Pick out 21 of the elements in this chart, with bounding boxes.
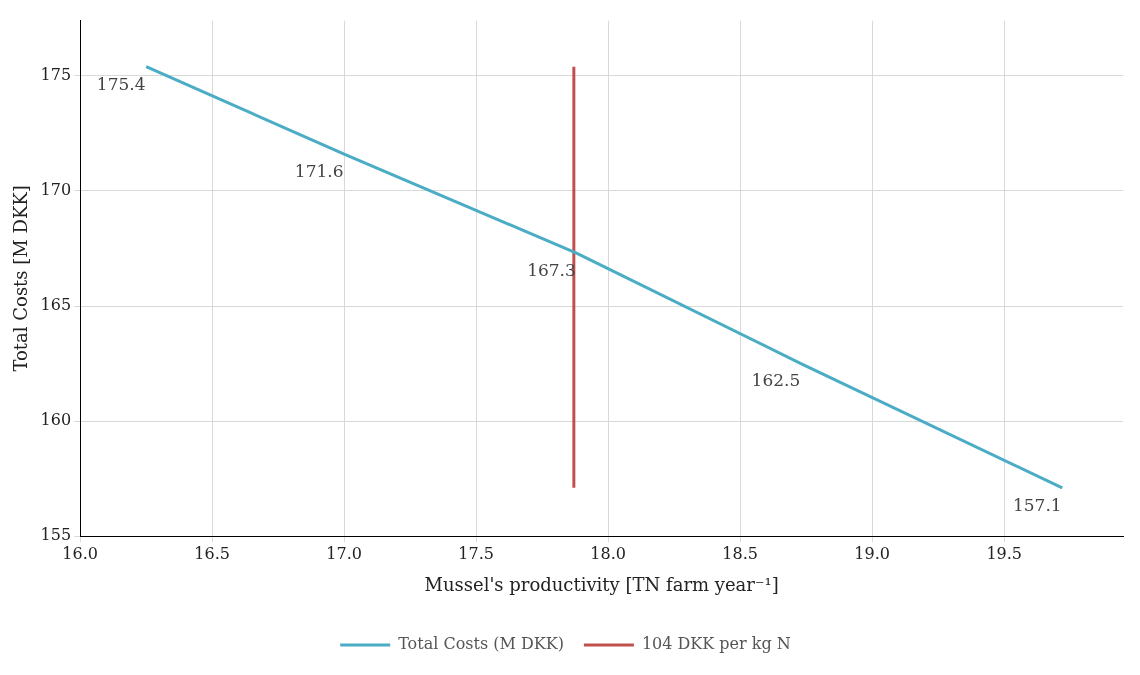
- x-axis-title: Mussel's productivity [TN farm year⁻¹]: [424, 573, 779, 595]
- legend-label: 104 DKK per kg N: [641, 634, 791, 654]
- x-tick-label: 17.0: [326, 543, 362, 563]
- y-tick-label: 165: [40, 295, 72, 315]
- y-axis-title: Total Costs [M DKK]: [10, 185, 32, 372]
- x-tick-label: 19.0: [854, 543, 890, 563]
- x-tick-label: 18.0: [590, 543, 626, 563]
- data-label: 171.6: [294, 161, 344, 182]
- data-label: 157.1: [1012, 494, 1062, 515]
- y-tick-label: 155: [40, 525, 72, 545]
- legend-label: Total Costs (M DKK): [398, 634, 564, 654]
- x-tick-label: 18.5: [722, 543, 758, 563]
- x-tick-label: 16.5: [194, 543, 230, 563]
- x-tick-label: 16.0: [62, 543, 98, 563]
- x-tick-label: 19.5: [986, 543, 1023, 563]
- y-tick-label: 175: [40, 65, 72, 84]
- x-tick-label: 17.5: [458, 543, 494, 563]
- y-tick-label: 170: [40, 180, 72, 200]
- data-label: 162.5: [751, 370, 801, 391]
- data-label: 175.4: [96, 73, 146, 94]
- y-tick-label: 160: [40, 410, 72, 430]
